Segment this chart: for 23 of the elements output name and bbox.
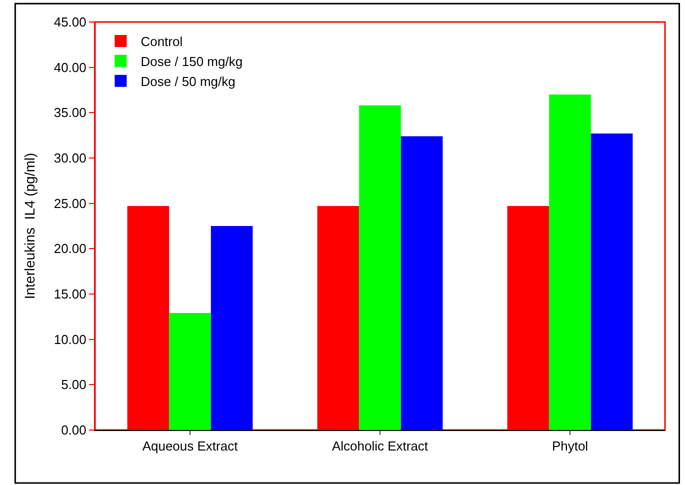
y-tick-label: 0.00 xyxy=(61,422,86,438)
y-tick-label: 45.00 xyxy=(54,14,86,30)
y-tick-label: 40.00 xyxy=(54,60,86,75)
bar xyxy=(359,105,401,430)
y-tick-label: 10.00 xyxy=(54,332,86,347)
y-tick-label: 5.00 xyxy=(61,377,86,392)
bar xyxy=(210,226,253,430)
y-tick-label: 30.00 xyxy=(54,150,86,166)
bar xyxy=(169,313,211,430)
y-tick-label: 15.00 xyxy=(54,286,86,302)
bar xyxy=(590,134,633,430)
legend-label: Dose / 50 mg/kg xyxy=(140,74,236,89)
x-tick-label: Phytol xyxy=(552,438,588,454)
y-tick-label: 20.00 xyxy=(54,241,86,256)
x-tick-label: Alcoholic Extract xyxy=(332,438,428,454)
y-tick-label: 35.00 xyxy=(54,105,86,120)
legend-label: Dose / 150 mg/kg xyxy=(140,54,243,69)
bar xyxy=(400,136,443,430)
y-tick-label: 25.00 xyxy=(54,196,86,211)
legend-label: Control xyxy=(140,34,183,50)
bar xyxy=(549,94,591,430)
y-axis-title: Interleukins IL4 (pg/ml) xyxy=(21,152,38,300)
x-tick-label: Aqueous Extract xyxy=(142,438,238,454)
